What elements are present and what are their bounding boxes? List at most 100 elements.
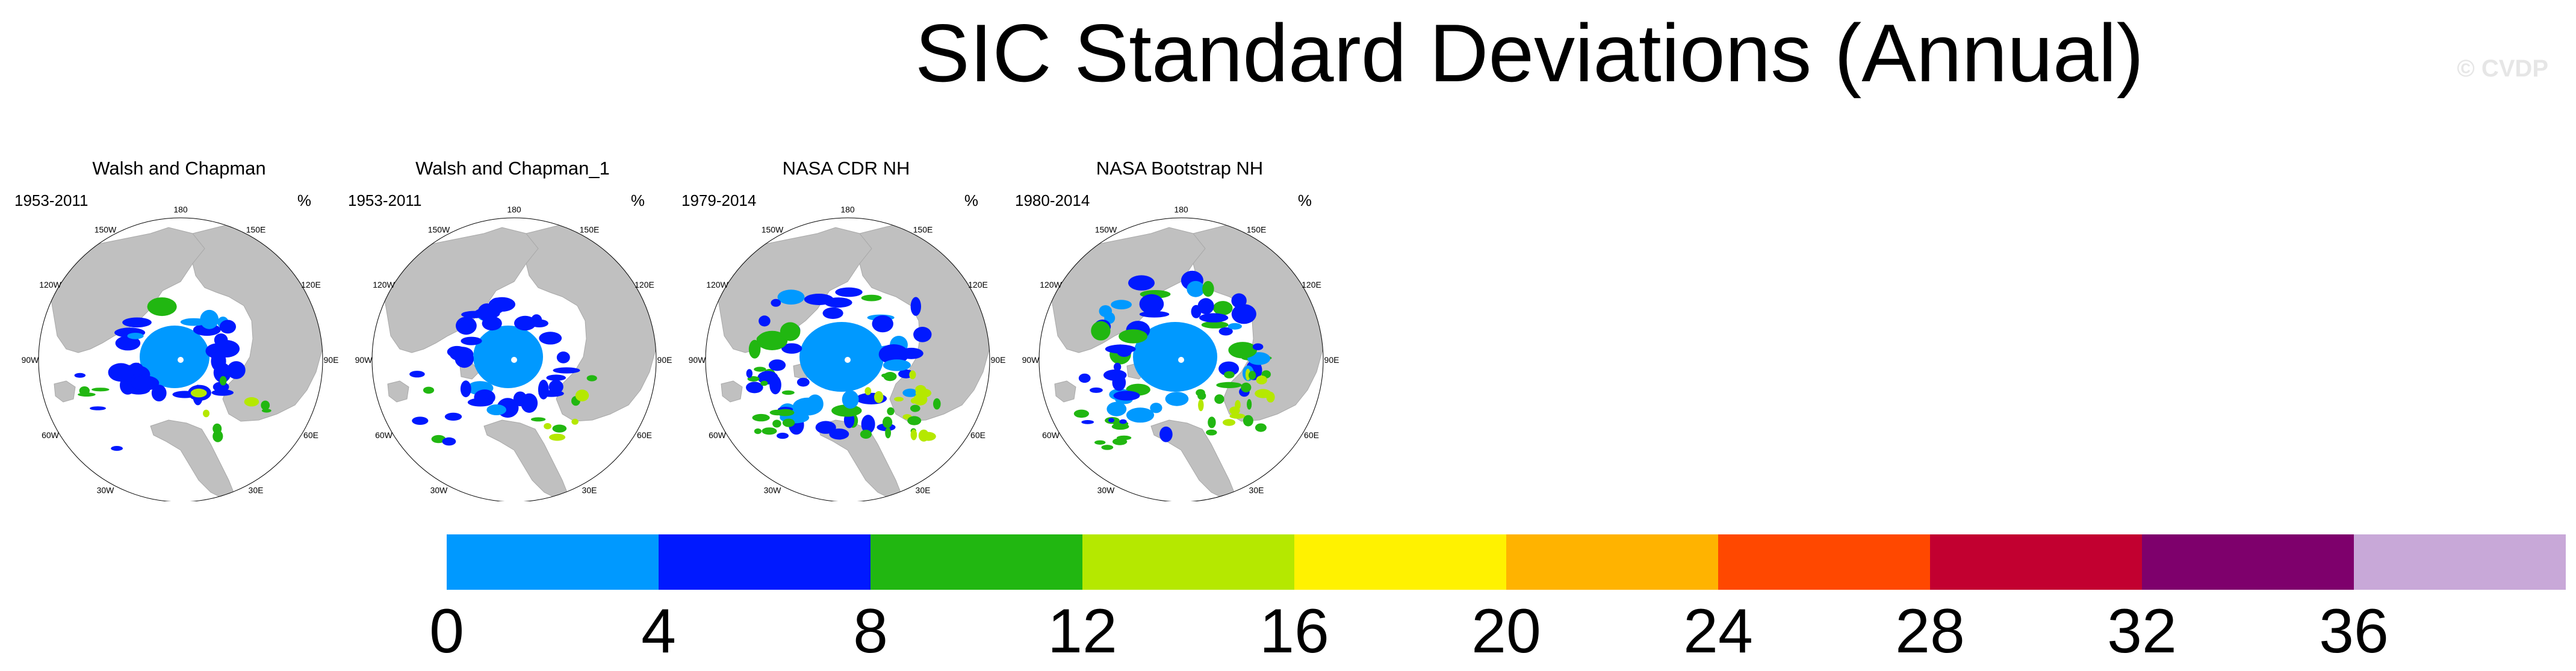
sic-region <box>530 319 548 327</box>
longitude-label: 90W <box>689 355 707 365</box>
polar-map: 180150E120E90E60E30E030W60W90W120W150W <box>355 205 672 501</box>
sic-region <box>1252 343 1264 350</box>
sic-region <box>807 394 824 413</box>
sic-region <box>1113 391 1140 401</box>
sic-region <box>1101 445 1114 450</box>
sic-region <box>746 369 753 378</box>
map-boundary <box>705 217 990 501</box>
sic-region <box>771 298 781 307</box>
colorbar-tick-label: 12 <box>1047 596 1117 666</box>
longitude-label: 90E <box>657 355 672 365</box>
colorbar-segment <box>1506 534 1718 590</box>
sic-region <box>444 412 462 421</box>
sic-region <box>455 350 474 368</box>
sic-region <box>552 424 567 433</box>
panel-unit: % <box>1297 191 1312 209</box>
map-boundary <box>1038 217 1324 501</box>
sic-region <box>822 307 843 319</box>
land-mass <box>387 380 409 403</box>
colorbar-tick-label: 20 <box>1471 596 1541 666</box>
sic-region <box>571 418 579 425</box>
sic-region <box>127 333 144 339</box>
longitude-label: 150E <box>246 225 266 235</box>
sic-region <box>1108 418 1115 423</box>
panel-unit: % <box>630 191 645 209</box>
sic-region <box>1229 413 1246 419</box>
sic-region <box>1218 361 1240 376</box>
longitude-label: 60W <box>709 430 727 440</box>
longitude-label: 60E <box>1304 430 1319 440</box>
sic-region <box>782 418 795 427</box>
sic-region <box>213 423 222 434</box>
map-boundary <box>38 217 323 501</box>
longitude-label: 120E <box>1302 280 1321 289</box>
longitude-label: 120E <box>968 280 988 289</box>
sic-region <box>1248 371 1256 380</box>
sic-region <box>757 330 788 350</box>
sic-region <box>211 389 234 396</box>
sic-region <box>211 351 226 371</box>
sic-region <box>244 397 259 407</box>
sic-region <box>1198 399 1204 412</box>
land-mass <box>721 380 743 403</box>
sic-region <box>90 406 106 410</box>
sic-region <box>899 347 923 359</box>
colorbar-tick-label: 36 <box>2319 596 2389 666</box>
chart-title: SIC Standard Deviations (Annual) <box>915 7 2144 99</box>
sic-region <box>860 430 872 439</box>
sic-region <box>488 297 515 312</box>
polar-map: 180150E120E90E60E30E030W60W90W120W150W <box>1022 205 1339 501</box>
sic-region <box>909 370 916 380</box>
longitude-label: 150W <box>1095 225 1117 235</box>
sic-region <box>122 317 152 328</box>
longitude-label: 180 <box>173 205 188 214</box>
sic-region <box>431 434 446 444</box>
longitude-label: 120W <box>1040 280 1062 289</box>
sic-region <box>115 336 141 351</box>
sic-region <box>1112 374 1126 391</box>
longitude-label: 90E <box>324 355 339 365</box>
sic-region <box>1266 392 1275 403</box>
sic-region <box>1241 382 1252 392</box>
longitude-label: 180 <box>840 205 855 214</box>
sic-region <box>461 336 482 345</box>
colorbar-tick-label: 8 <box>853 596 888 666</box>
pole-marker <box>845 357 851 363</box>
longitude-label: 60E <box>970 430 985 440</box>
sic-region <box>131 376 160 391</box>
polar-map: 180150E120E90E60E30E030W60W90W120W150W <box>689 205 1005 501</box>
sic-region <box>921 431 936 441</box>
sic-region <box>815 421 836 434</box>
sic-region <box>1247 399 1252 410</box>
longitude-label: 60W <box>375 430 393 440</box>
sic-region <box>549 433 566 441</box>
longitude-label: 150E <box>1247 225 1267 235</box>
sic-region <box>759 315 771 327</box>
sic-region <box>1081 420 1094 424</box>
longitude-label: 30E <box>582 486 597 495</box>
sic-region <box>521 393 538 413</box>
sic-region <box>910 429 917 441</box>
longitude-label: 120W <box>39 280 61 289</box>
panel-years: 1979-2014 <box>681 191 757 209</box>
sic-region <box>864 387 872 395</box>
sic-region <box>933 398 941 410</box>
sic-region <box>514 315 536 331</box>
watermark: © CVDP <box>2457 55 2548 82</box>
sic-region <box>746 382 763 394</box>
map-panel-walsh-chapman-1: Walsh and Chapman_1 1953-2011 % 180 150E 1… <box>346 158 680 501</box>
sic-region <box>874 391 884 403</box>
sic-region <box>885 427 891 439</box>
sic-region <box>1231 304 1256 324</box>
sic-region <box>1226 383 1233 388</box>
sic-region <box>1128 275 1155 291</box>
sic-region <box>769 376 781 395</box>
land-mass <box>1051 227 1206 353</box>
map-panel-nasa-bootstrap-nh: NASA Bootstrap NH 1980-2014 % 180 150E 120… <box>1013 158 1347 501</box>
sic-region <box>219 376 227 386</box>
pole-marker <box>178 357 184 363</box>
map-panel-nasa-cdr-nh: NASA CDR NH 1979-2014 % 180 150E 120E 90E 60… <box>679 158 1013 501</box>
sic-region <box>907 416 922 425</box>
sic-region <box>824 297 852 308</box>
colorbar <box>447 534 2566 590</box>
